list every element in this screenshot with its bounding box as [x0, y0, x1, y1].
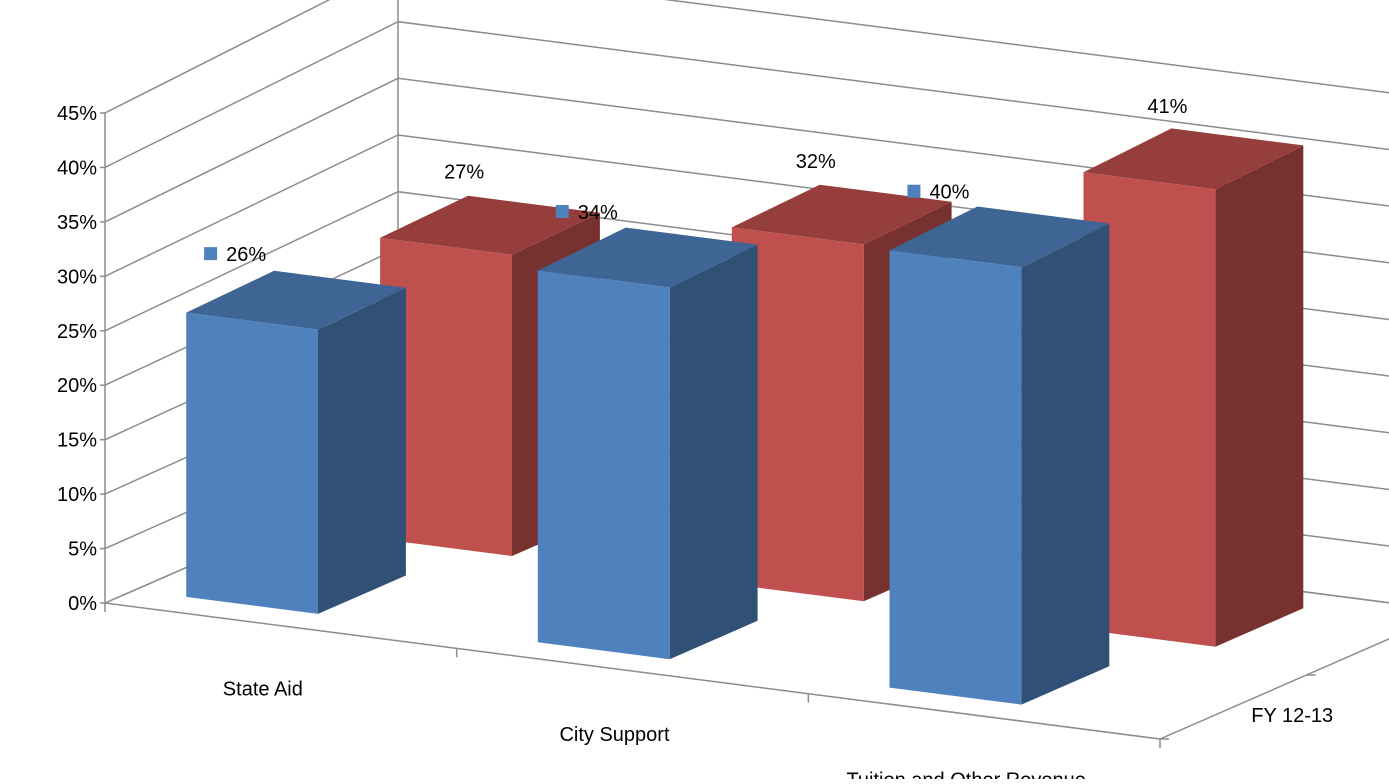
bar-front-face [731, 227, 864, 602]
series-bars-front-row [186, 206, 1110, 705]
bar-front-face [186, 312, 318, 614]
bar-side-face [1021, 223, 1110, 705]
bar-front-face [380, 237, 512, 557]
series-bars-back-row [380, 128, 1304, 647]
y-tick-label: 45% [57, 103, 97, 125]
x-category-label: Tuition and Other Revenue [846, 769, 1085, 779]
legend-key-marker [907, 184, 921, 198]
bar-side-face [318, 287, 406, 614]
axes: 0% 5% 10% 15% 20% 25% 30% 35% 40% 45% State Aid Cit… [57, 103, 1333, 784]
bar-top-face [380, 195, 600, 255]
bar-top-face [1083, 128, 1304, 190]
y-tick-label: 15% [57, 430, 97, 452]
data-label: 40% [929, 182, 969, 204]
data-label: 34% [578, 202, 618, 224]
y-tick-label: 35% [57, 212, 97, 234]
data-label: 32% [796, 151, 836, 173]
bar-top-face [186, 270, 406, 330]
bar-top-face [537, 227, 758, 288]
bar-front-face [537, 270, 670, 660]
gridline [104, 0, 1389, 114]
bar-top-face [889, 206, 1110, 268]
data-label: 26% [226, 244, 266, 266]
bar-0-2 [889, 206, 1110, 705]
bar-top-face [731, 184, 952, 245]
legend-key-marker [555, 204, 569, 218]
y-tick-label: 0% [68, 593, 97, 615]
bar-front-face [1083, 172, 1216, 647]
x-category-label: City Support [559, 724, 669, 746]
y-tick-label: 30% [57, 266, 97, 288]
y-tick-label: 20% [57, 375, 97, 397]
y-tick-label: 25% [57, 321, 97, 343]
y-tick-label: 5% [68, 539, 97, 561]
bar-side-face [669, 244, 758, 660]
bar-1-2 [1083, 128, 1304, 647]
data-label: 27% [444, 161, 484, 183]
data-label: 41% [1147, 96, 1187, 118]
bar-side-face [1215, 145, 1304, 647]
gridline [104, 20, 1389, 169]
bar-0-1 [537, 227, 758, 660]
bar-0-0 [186, 270, 406, 614]
legend-key-marker [204, 247, 218, 261]
bar-front-face [889, 250, 1022, 705]
y-tick-label: 40% [57, 157, 97, 179]
y-tick-label: 10% [57, 484, 97, 506]
data-labels: 26% 34% 40% 27% 32% 41% [204, 96, 1188, 266]
x-category-label: State Aid [223, 679, 303, 701]
series-axis-label: FY 12-13 [1251, 705, 1333, 727]
